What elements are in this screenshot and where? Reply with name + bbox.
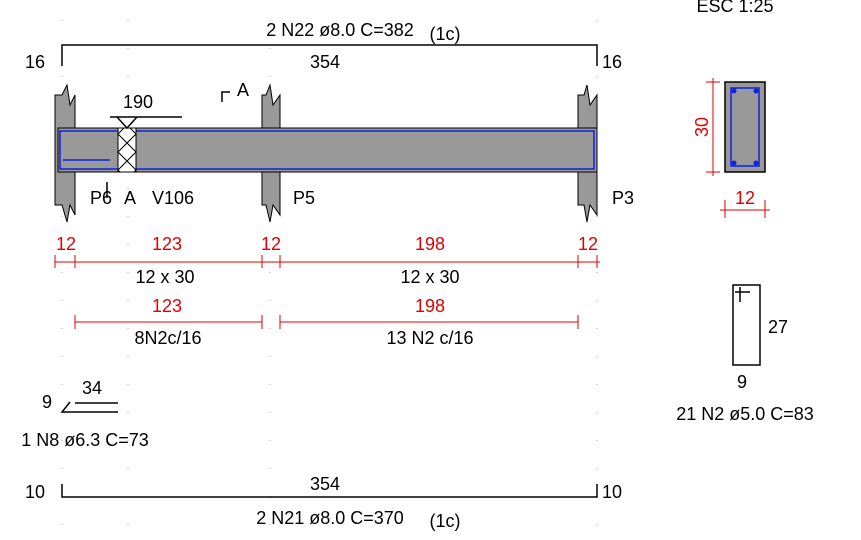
span-dim-line [54, 255, 600, 268]
stirrup-detail-label: 21 N2 ø5.0 C=83 [676, 404, 814, 424]
hanger-label: 190 [123, 92, 153, 112]
stirrup-dim: 198 [415, 296, 445, 316]
top-bar [61, 44, 598, 66]
section-arrow [221, 91, 230, 102]
stirrup-height: 27 [768, 317, 788, 337]
bottom-bar-label: 2 N21 ø8.0 C=370 [256, 508, 404, 528]
span-dim: 198 [415, 234, 445, 254]
support-hatch [117, 127, 137, 173]
beam [57, 127, 598, 173]
stirrup-dim: 123 [152, 296, 182, 316]
section-dims [706, 78, 770, 218]
beam-rebar [59, 130, 595, 170]
span-dim: 12 [261, 234, 281, 254]
span-section: 12 x 30 [400, 267, 459, 287]
extra-bar-length: 34 [82, 378, 102, 398]
section-width: 12 [735, 188, 755, 208]
section-stirrup [730, 87, 760, 167]
bottom-bar-layer: (1c) [430, 511, 461, 531]
support: V106 [152, 188, 194, 208]
stirrup-shape [732, 284, 761, 366]
span-dim: 12 [578, 234, 598, 254]
section-mark: A [237, 80, 249, 100]
section-bars [731, 88, 759, 166]
scale: ESC 1:25 [696, 0, 773, 16]
bottom-length: 354 [310, 474, 340, 494]
top-left-hook: 16 [25, 52, 45, 72]
stirrup-dim-line [74, 315, 579, 329]
stirrup-label: 13 N2 c/16 [386, 328, 473, 348]
top-bar-layer: (1c) [430, 24, 461, 44]
extra-bar [60, 401, 118, 413]
bottom-right-hook: 10 [602, 482, 622, 502]
bottom-bar [61, 484, 598, 498]
stirrup-width: 9 [737, 372, 747, 392]
extra-bar-label: 1 N8 ø6.3 C=73 [21, 430, 149, 450]
top-bar-label: 2 N22 ø8.0 C=382 [266, 20, 414, 40]
span-dim: 12 [56, 234, 76, 254]
extra-bar-hook: 9 [42, 392, 52, 412]
support: A [124, 188, 136, 208]
section-height: 30 [692, 117, 712, 137]
top-length: 354 [310, 52, 340, 72]
hanger [110, 116, 182, 130]
support: P6 [90, 188, 112, 208]
support: P5 [293, 188, 315, 208]
support: P3 [612, 188, 634, 208]
top-right-hook: 16 [602, 52, 622, 72]
stirrup-hook [735, 287, 750, 302]
bottom-left-hook: 10 [25, 482, 45, 502]
span-section: 12 x 30 [135, 267, 194, 287]
span-dim: 123 [152, 234, 182, 254]
stirrup-label: 8N2c/16 [134, 328, 201, 348]
